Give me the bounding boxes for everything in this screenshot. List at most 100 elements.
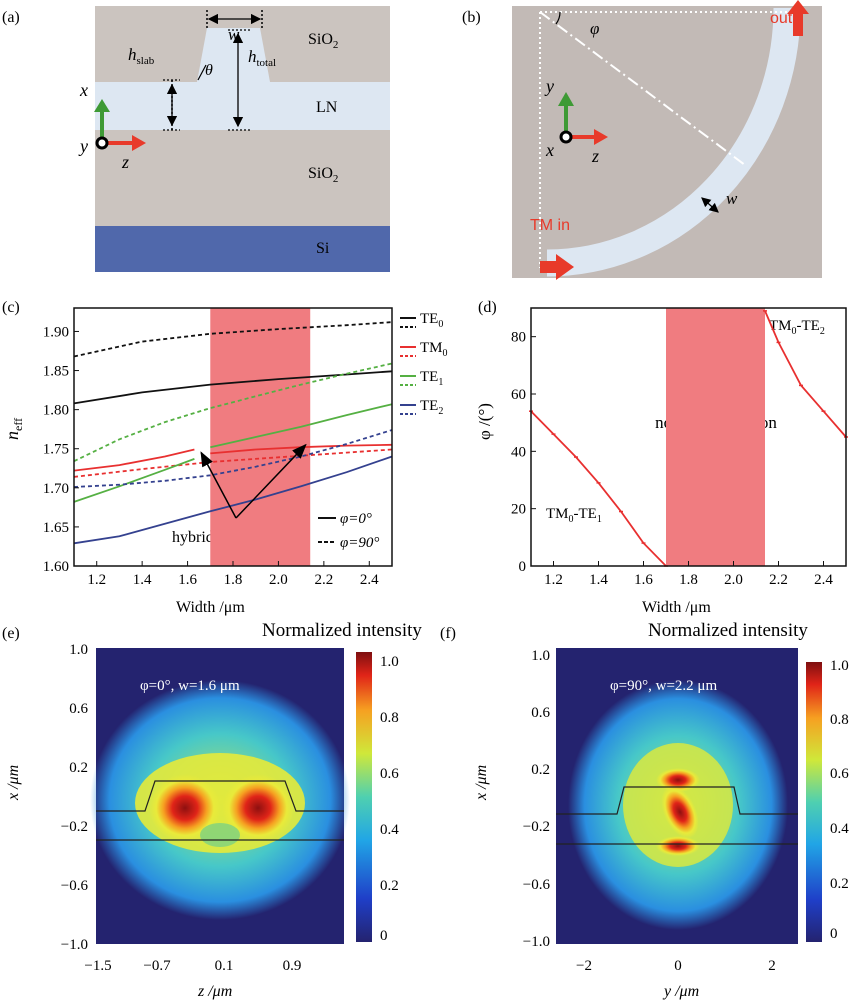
xlabel-d: Width /μm bbox=[642, 599, 711, 616]
ytick-f-1: 0.6 bbox=[531, 705, 550, 721]
ytick-e-4: −0.6 bbox=[61, 878, 89, 894]
series-d-0 bbox=[530, 410, 667, 567]
panel-d-label: (d) bbox=[478, 299, 497, 316]
xticks-e: −1.5 −0.7 0.1 0.9 bbox=[84, 958, 301, 974]
panel-b-label: (b) bbox=[462, 9, 481, 26]
theta-label: θ bbox=[205, 62, 213, 79]
ytick-e-1: 0.6 bbox=[69, 701, 88, 717]
series-c-1 bbox=[73, 321, 393, 358]
cbar-tick-f-2: 0.6 bbox=[830, 766, 849, 782]
axis-x-a: x bbox=[79, 80, 88, 100]
h-total-label: htotal bbox=[248, 47, 276, 69]
xtick-f-2: 2 bbox=[768, 958, 776, 974]
xtick-c-6: 2.4 bbox=[360, 572, 379, 588]
panel-e-label: (e) bbox=[2, 625, 20, 642]
ytick-c-4: 1.80 bbox=[43, 403, 69, 419]
highlight-band-c bbox=[210, 308, 311, 566]
series-c-2 bbox=[73, 448, 195, 472]
ylabel-e: x /μm bbox=[5, 765, 22, 801]
ytick-e-0: 1.0 bbox=[69, 642, 88, 658]
ytick-c-1: 1.65 bbox=[43, 520, 69, 536]
ytick-f-3: −0.2 bbox=[523, 819, 550, 835]
cbar-tick-f-5: 0 bbox=[830, 926, 838, 942]
ridge-outline-e bbox=[96, 780, 344, 812]
panel-c-label: (c) bbox=[2, 299, 20, 316]
colorbar-e bbox=[356, 652, 372, 942]
xtick-f-0: −2 bbox=[576, 958, 592, 974]
ylabel-d: φ /(°) bbox=[475, 403, 494, 440]
xtick-d-5: 2.2 bbox=[769, 572, 788, 588]
ytick-c-6: 1.90 bbox=[43, 324, 69, 340]
ytick-d-1: 20 bbox=[511, 502, 526, 518]
xtick-d-2: 1.6 bbox=[634, 572, 653, 588]
xtick-c-5: 2.2 bbox=[314, 572, 333, 588]
highlight-band-d bbox=[666, 308, 765, 566]
ytick-d-2: 40 bbox=[511, 444, 526, 460]
sio2-top-label: SiO2 bbox=[308, 31, 338, 51]
phi-label-b: φ bbox=[590, 19, 599, 38]
tm0-te1-label: TM0-TE1 bbox=[546, 506, 602, 525]
series-c-0 bbox=[73, 370, 393, 405]
cbar-tick-e-3: 0.4 bbox=[380, 822, 399, 838]
title-e: Normalized intensity bbox=[262, 620, 422, 641]
colorbar-f bbox=[806, 662, 822, 942]
xtick-d-0: 1.2 bbox=[544, 572, 563, 588]
xtick-e-2: 0.1 bbox=[215, 958, 234, 974]
panel-e: (e) Normalized intensity φ=0°, w=1.6 μm … bbox=[2, 620, 422, 1000]
legend-tm0: TM0 bbox=[420, 340, 448, 359]
heatmap-e-lobe-right bbox=[222, 774, 294, 842]
axis-z-a: z bbox=[121, 152, 129, 172]
panel-a: (a) w θ hslab htotal SiO2 LN SiO2 Si bbox=[2, 6, 390, 272]
xlabel-e: z /μm bbox=[197, 983, 232, 1000]
xtick-d-6: 2.4 bbox=[814, 572, 833, 588]
series-c-4 bbox=[73, 448, 393, 478]
panel-f-label: (f) bbox=[440, 625, 456, 642]
cbar-tick-e-1: 0.8 bbox=[380, 710, 399, 726]
legend-te1: TE1 bbox=[420, 369, 443, 388]
ytick-f-5: −1.0 bbox=[523, 934, 550, 950]
si-label: Si bbox=[316, 240, 330, 257]
axis-x-b: x bbox=[545, 140, 554, 160]
xtick-c-0: 1.2 bbox=[87, 572, 106, 588]
ytick-e-3: −0.2 bbox=[61, 819, 88, 835]
series-c-7 bbox=[73, 362, 393, 463]
xtick-f-1: 0 bbox=[674, 958, 682, 974]
panel-c: (c) neff Width /μm hybrid point TE0 TM0 … bbox=[2, 299, 448, 616]
h-slab-label: hslab bbox=[128, 45, 155, 67]
xtick-d-3: 1.8 bbox=[679, 572, 698, 588]
si-substrate bbox=[95, 226, 390, 272]
legend-te2: TE2 bbox=[420, 398, 443, 417]
ytick-d-3: 60 bbox=[511, 387, 526, 403]
panel-f: (f) Normalized intensity φ=90°, w=2.2 μm… bbox=[440, 620, 849, 1000]
xlabel-c: Width /μm bbox=[176, 599, 245, 616]
xtick-e-1: −0.7 bbox=[143, 958, 171, 974]
hybrid-arrow-right bbox=[235, 443, 307, 519]
ytick-c-3: 1.75 bbox=[43, 442, 69, 458]
cbar-tick-f-0: 1.0 bbox=[830, 658, 849, 674]
annot-e: φ=0°, w=1.6 μm bbox=[140, 678, 240, 694]
ytick-e-2: 0.2 bbox=[69, 760, 88, 776]
xtick-e-0: −1.5 bbox=[84, 958, 111, 974]
heatmap-f-center bbox=[661, 785, 699, 839]
xtick-c-2: 1.6 bbox=[178, 572, 197, 588]
cbar-tick-e-2: 0.6 bbox=[380, 766, 399, 782]
tm0-te2-label: TM0-TE2 bbox=[769, 318, 825, 337]
bent-waveguide bbox=[546, 7, 801, 277]
axis-z-b: z bbox=[591, 146, 599, 166]
ln-layer bbox=[95, 82, 390, 130]
ylabel-c: neff bbox=[2, 418, 25, 440]
ytick-c-5: 1.85 bbox=[43, 364, 69, 380]
xtick-c-3: 1.8 bbox=[224, 572, 243, 588]
ytick-c-0: 1.60 bbox=[43, 559, 69, 575]
legend-phi90: φ=90° bbox=[340, 535, 379, 551]
out-label: out bbox=[770, 10, 793, 27]
ytick-f-4: −0.6 bbox=[523, 877, 551, 893]
panel-b: (b) φ out TM in w y x z bbox=[462, 0, 822, 280]
yticks-e: 1.0 0.6 0.2 −0.2 −0.6 −1.0 bbox=[61, 642, 89, 953]
cbar-tick-f-1: 0.8 bbox=[830, 712, 849, 728]
ln-label: LN bbox=[316, 99, 338, 116]
ytick-f-0: 1.0 bbox=[531, 648, 550, 664]
legend-c: TE0 TM0 TE1 TE2 φ=0° φ=90° bbox=[318, 311, 448, 551]
xtick-d-1: 1.4 bbox=[589, 572, 608, 588]
